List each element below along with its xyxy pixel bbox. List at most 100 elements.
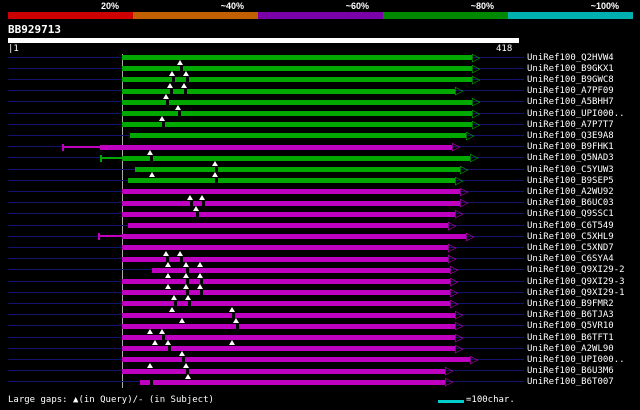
large-gap-triangle-icon <box>163 250 169 256</box>
color-key-label: ~100% <box>590 1 619 11</box>
subject-label[interactable]: UniRef100_Q2HVW4 <box>527 52 614 63</box>
alignment-bar[interactable] <box>100 144 452 150</box>
subject-label[interactable]: UniRef100_B9GWC8 <box>527 74 614 85</box>
subject-label[interactable]: UniRef100_B9FHK1 <box>527 142 614 153</box>
gap-notch <box>188 300 191 308</box>
alignment-end-arrow-icon: ▷ <box>455 173 464 187</box>
alignment-bar[interactable] <box>122 368 445 374</box>
alignment-bar[interactable] <box>122 88 455 94</box>
subject-label[interactable]: UniRef100_Q5VR10 <box>527 321 614 332</box>
subject-label[interactable]: UniRef100_Q9SSC1 <box>527 209 614 220</box>
large-gap-triangle-icon <box>177 60 183 66</box>
color-key-segment <box>133 12 258 19</box>
alignment-bar[interactable] <box>122 200 460 206</box>
subject-label[interactable]: UniRef100_Q5NAD3 <box>527 153 614 164</box>
alignment-bar[interactable] <box>140 379 445 385</box>
alignment-bar[interactable] <box>130 133 466 139</box>
subject-label[interactable]: UniRef100_B6U3M6 <box>527 366 614 377</box>
alignment-bar[interactable] <box>122 279 450 284</box>
alignment-end-arrow-icon: ▷ <box>470 151 479 165</box>
subject-label[interactable]: UniRef100_A5BHH7 <box>527 97 614 108</box>
alignment-bar[interactable] <box>122 256 448 262</box>
subject-label[interactable]: UniRef100_Q9XI29-1 <box>527 287 625 298</box>
subject-label[interactable]: UniRef100_Q9XI29-3 <box>527 276 625 287</box>
gap-notch <box>168 345 171 353</box>
subject-label[interactable]: UniRef100_C5YUW3 <box>527 164 614 175</box>
large-gap-triangle-icon <box>165 340 171 346</box>
alignment-bar[interactable] <box>122 301 450 307</box>
subject-label[interactable]: UniRef100_B6TJA3 <box>527 310 614 321</box>
alignment-bar[interactable] <box>122 211 455 217</box>
alignment-bar[interactable] <box>122 55 472 60</box>
large-gap-triangle-icon <box>147 329 153 334</box>
large-gap-triangle-icon <box>179 351 185 357</box>
subject-label[interactable]: UniRef100_B6TFT1 <box>527 332 614 343</box>
alignment-end-arrow-icon: ▷ <box>455 84 464 98</box>
alignment-bar[interactable] <box>122 122 472 128</box>
alignment-bar[interactable] <box>152 267 450 273</box>
subject-label[interactable]: UniRef100_C5XND7 <box>527 242 614 253</box>
subject-label[interactable]: UniRef100_B9SEP5 <box>527 175 614 186</box>
alignment-bar[interactable] <box>122 312 455 318</box>
gap-notch <box>150 154 153 162</box>
large-gap-triangle-icon <box>165 284 171 290</box>
alignment-bar[interactable] <box>122 290 450 296</box>
subject-label[interactable]: UniRef100_Q9XI29-2 <box>527 265 625 276</box>
alignment-bar[interactable] <box>135 167 460 172</box>
subject-label[interactable]: UniRef100_A2WL90 <box>527 343 614 354</box>
alignment-bar[interactable] <box>122 99 472 105</box>
large-gaps-legend: Large gaps: ▲(in Query)/- (in Subject) <box>8 395 214 405</box>
alignment-end-arrow-icon: ▷ <box>450 296 459 310</box>
large-gap-triangle-icon <box>159 329 165 334</box>
gap-notch <box>215 177 218 185</box>
subject-label[interactable]: UniRef100_C6SYA4 <box>527 254 614 265</box>
alignment-bar[interactable] <box>122 245 448 251</box>
subject-label[interactable]: UniRef100_B6T007 <box>527 377 614 388</box>
alignment-end-arrow-icon: ▷ <box>455 319 464 333</box>
alignment-bar[interactable] <box>128 178 455 184</box>
alignment-end-arrow-icon: ▷ <box>472 61 481 75</box>
subject-label[interactable]: UniRef100_Q3E9A8 <box>527 130 614 141</box>
large-gap-triangle-icon <box>229 306 235 312</box>
subject-label[interactable]: UniRef100_A2WU92 <box>527 186 614 197</box>
color-key-label: ~80% <box>470 1 494 11</box>
alignment-bar[interactable] <box>122 335 455 340</box>
alignment-bar[interactable] <box>122 155 470 161</box>
alignment-bar[interactable] <box>122 323 455 329</box>
alignment-bar[interactable] <box>122 77 472 83</box>
alignment-bar[interactable] <box>128 223 448 228</box>
gap-notch <box>178 110 181 117</box>
large-gap-triangle-icon <box>167 82 173 88</box>
alignment-bar[interactable] <box>122 234 466 240</box>
color-key-segment <box>383 12 508 19</box>
alignment-bar[interactable] <box>122 357 470 363</box>
alignment-bar[interactable] <box>122 189 460 195</box>
alignment-end-arrow-icon: ▷ <box>472 106 481 120</box>
subject-label[interactable]: UniRef100_C5XHL9 <box>527 231 614 242</box>
gap-notch <box>170 87 173 95</box>
large-gap-triangle-icon <box>212 172 218 178</box>
alignment-end-arrow-icon: ▷ <box>448 252 457 266</box>
large-gap-triangle-icon <box>199 194 205 200</box>
subject-label[interactable]: UniRef100_C6T549 <box>527 220 614 231</box>
subject-label[interactable]: UniRef100_UPI000.. <box>527 108 625 119</box>
subject-label[interactable]: UniRef100_B9GKX1 <box>527 63 614 74</box>
subject-label[interactable]: UniRef100_B9FMR2 <box>527 298 614 309</box>
alignment-end-arrow-icon: ▷ <box>450 263 459 277</box>
alignment-bar[interactable] <box>122 66 472 72</box>
alignment-bar[interactable] <box>122 346 455 352</box>
large-gap-triangle-icon <box>169 71 175 77</box>
alignment-bar[interactable] <box>122 111 472 116</box>
large-gap-triangle-icon <box>169 306 175 312</box>
alignment-end-arrow-icon: ▷ <box>472 117 481 131</box>
subject-label[interactable]: UniRef100_A7P7T7 <box>527 119 614 130</box>
large-gap-triangle-icon <box>185 373 191 379</box>
gap-notch <box>200 289 203 297</box>
subject-label[interactable]: UniRef100_UPI000.. <box>527 354 625 365</box>
gap-notch <box>186 76 189 84</box>
subject-label[interactable]: UniRef100_B6UC03 <box>527 198 614 209</box>
gap-notch <box>172 76 175 84</box>
gap-notch <box>186 367 189 375</box>
alignment-start-tick <box>62 143 64 151</box>
subject-label[interactable]: UniRef100_A7PF09 <box>527 86 614 97</box>
